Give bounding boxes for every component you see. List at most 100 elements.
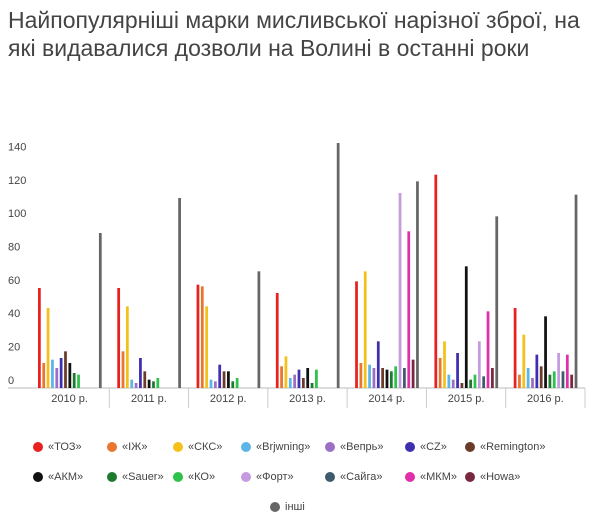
bar [38,288,41,388]
legend-marker [33,442,43,452]
bar [531,378,534,388]
bar [209,379,213,388]
legend-marker [405,472,415,482]
x-tick-label: 2010 р. [51,393,88,405]
bar [231,381,235,388]
bar [513,308,517,388]
bar [55,368,59,388]
bar [518,374,521,388]
bar [64,351,67,388]
legend-label: «КО» [188,471,215,483]
legend-label: «ІЖ» [122,441,147,453]
y-tick-label: 0 [8,375,14,387]
bar [117,288,121,388]
bar [539,366,543,388]
bar [152,381,155,388]
bar [495,216,499,388]
bar [557,353,560,388]
bar [451,379,455,388]
bar [561,371,565,388]
bar [301,378,305,388]
x-tick-label: 2015 р. [448,393,485,405]
bar [68,363,72,388]
bar [443,341,446,388]
bar [306,368,310,388]
bar [98,233,102,388]
bar [434,174,438,388]
legend-label: «СКС» [188,441,222,453]
bar [486,311,490,388]
bar [389,371,393,388]
y-tick-label: 20 [8,342,20,354]
bar [416,181,419,388]
bar [315,369,318,388]
legend-marker [241,472,251,482]
bar [143,371,147,388]
bar [130,379,134,388]
legend-label: «Remington» [480,441,545,453]
x-tick-label: 2013 р. [289,393,326,405]
legend-marker [107,442,117,452]
bar [139,358,142,388]
legend-label: інші [285,501,305,513]
bar [218,364,222,388]
x-tick-label: 2011 р. [131,393,167,405]
y-tick-label: 140 [8,142,26,154]
bar [196,284,200,388]
bar [284,356,288,388]
bar [77,374,80,388]
bar [544,316,547,388]
bar [222,371,226,388]
bar [59,358,63,388]
bar [522,334,526,388]
bar [407,231,411,388]
bar [526,368,530,388]
bar [293,374,297,388]
bar [403,368,406,388]
bar [473,374,477,388]
legend-label: «CZ» [420,441,447,453]
bar [385,369,389,388]
legend-label: «ТОЗ» [48,441,82,453]
bar [438,358,442,388]
bar [570,374,574,388]
x-tick-label: 2016 р. [527,393,564,405]
bar [491,368,494,388]
x-tick-label: 2014 р. [368,393,405,405]
legend-label: «МКМ» [420,471,457,483]
bar [125,306,129,388]
chart-title: Найпопулярніші марки мисливської нарізно… [8,7,580,61]
bar [200,286,204,388]
y-tick-label: 80 [8,242,20,254]
bar [235,378,239,388]
bar [355,281,358,388]
bar [381,368,385,388]
y-tick-label: 100 [8,208,26,220]
bar [552,371,556,388]
legend-label: «Форт» [256,471,294,483]
bar [482,376,486,388]
bar [394,366,398,388]
bar [456,353,459,388]
legend-label: «Howa» [480,471,520,483]
legend-marker [325,442,335,452]
y-tick-label: 40 [8,308,20,320]
bar [372,368,376,388]
bar [178,198,181,388]
legend-marker [33,472,43,482]
bar [565,354,569,388]
y-tick-label: 60 [8,275,20,287]
bar [42,363,46,388]
bar [398,193,402,388]
bar [147,379,151,388]
bar [280,366,283,388]
bar [310,383,314,388]
legend-marker [173,472,183,482]
legend-marker [405,442,415,452]
bar [46,308,50,388]
legend-marker [325,472,335,482]
bar [548,374,552,388]
legend-label: «Brjwning» [256,441,310,453]
